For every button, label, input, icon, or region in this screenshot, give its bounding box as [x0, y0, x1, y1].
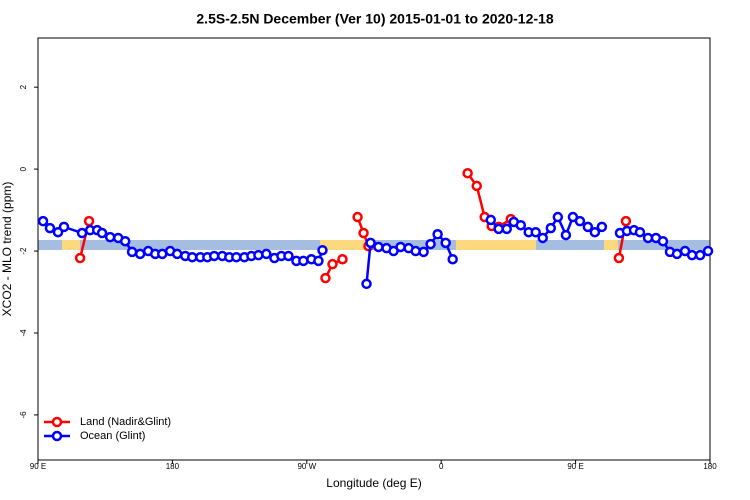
data-point [686, 249, 698, 261]
legend-label: Ocean (Glint) [80, 430, 145, 442]
y-tick-label: 0 [19, 166, 28, 171]
x-tick-label: 90 W [297, 462, 316, 471]
data-point [613, 252, 625, 264]
data-point [574, 215, 586, 227]
data-point [560, 229, 572, 241]
data-point [462, 167, 473, 179]
data-point [634, 226, 646, 238]
legend-label: Land (Nadir&Glint) [80, 416, 171, 428]
x-tick-label: 0 [439, 462, 444, 471]
data-point [493, 223, 504, 235]
data-point [373, 241, 384, 253]
data-point [187, 251, 198, 263]
data-point [327, 258, 338, 270]
data-point [589, 226, 601, 238]
data-point [134, 248, 146, 260]
data-point [485, 214, 497, 226]
x-axis-label: Longitude (deg E) [326, 476, 421, 490]
data-point [208, 250, 220, 262]
data-point [231, 251, 242, 263]
data-point [582, 221, 594, 233]
data-point [253, 249, 264, 261]
data-point [74, 252, 86, 264]
data-point [596, 221, 608, 233]
data-point [620, 215, 632, 227]
y-tick-label: -4 [19, 329, 28, 337]
y-tick-label: -6 [19, 411, 28, 419]
data-point [337, 253, 348, 265]
data-point [418, 246, 429, 258]
x-tick-label: 90 E [567, 462, 583, 471]
series-line [78, 172, 628, 279]
x-tick-label: 90 E [30, 462, 46, 471]
data-point [545, 222, 557, 234]
data-point [432, 229, 443, 240]
data-point [440, 237, 451, 249]
data-point [537, 232, 548, 244]
data-point [83, 215, 95, 227]
data-point [552, 211, 564, 223]
data-point [352, 211, 363, 223]
data-point [317, 244, 328, 256]
y-tick-label: -2 [19, 247, 28, 255]
data-point [361, 278, 372, 290]
data-point [365, 237, 376, 249]
data-point [320, 272, 331, 284]
data-point [283, 250, 294, 262]
data-point [76, 227, 88, 239]
data-point [171, 248, 183, 260]
data-point [395, 241, 406, 253]
data-point [515, 219, 527, 231]
y-tick-label: 2 [19, 84, 28, 89]
data-point [298, 255, 309, 267]
data-point [37, 215, 49, 227]
data-point [501, 223, 513, 235]
data-point [58, 221, 70, 233]
data-point [261, 248, 272, 260]
y-axis-label: XCO2 - MLO trend (ppm) [0, 182, 14, 317]
data-point [702, 245, 714, 257]
legend-marker [51, 430, 63, 442]
data-point [694, 249, 706, 261]
data-point [657, 235, 669, 247]
chart-title: 2.5S-2.5N December (Ver 10) 2015-01-01 t… [196, 11, 553, 27]
data-point [96, 227, 108, 239]
data-point [119, 235, 131, 247]
x-tick-label: 180 [703, 462, 717, 471]
data-point [358, 227, 369, 239]
data-point [44, 222, 56, 234]
data-point [530, 226, 541, 238]
data-point [126, 246, 138, 258]
data-point [447, 253, 458, 265]
data-point [471, 180, 482, 192]
data-point [104, 231, 116, 243]
data-point [313, 255, 324, 267]
data-point [425, 238, 436, 250]
data-point [671, 248, 683, 260]
legend-marker [51, 416, 63, 428]
x-tick-label: 180 [166, 462, 180, 471]
